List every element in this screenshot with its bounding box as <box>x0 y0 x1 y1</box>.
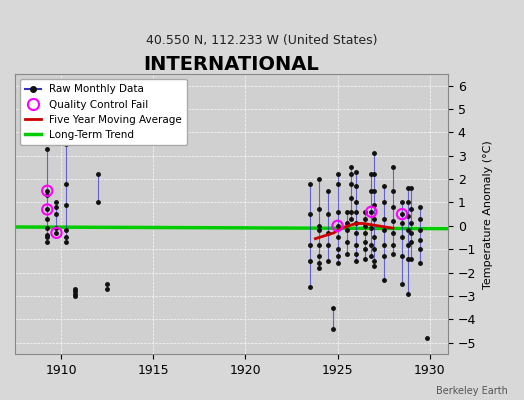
Five Year Moving Average <box>338 226 344 230</box>
Quality Control Fail <box>43 188 51 194</box>
Five Year Moving Average <box>390 226 396 230</box>
Y-axis label: Temperature Anomaly (°C): Temperature Anomaly (°C) <box>483 140 493 288</box>
Title: INTERNATIONAL: INTERNATIONAL <box>144 55 320 74</box>
Five Year Moving Average <box>345 224 352 228</box>
Quality Control Fail <box>52 230 61 236</box>
Text: 40.550 N, 112.233 W (United States): 40.550 N, 112.233 W (United States) <box>146 34 378 47</box>
Five Year Moving Average <box>320 234 326 239</box>
Quality Control Fail <box>333 223 342 229</box>
Quality Control Fail <box>367 209 376 215</box>
Text: Berkeley Earth: Berkeley Earth <box>436 386 508 396</box>
Legend: Raw Monthly Data, Quality Control Fail, Five Year Moving Average, Long-Term Tren: Raw Monthly Data, Quality Control Fail, … <box>20 79 188 145</box>
Five Year Moving Average <box>383 224 389 229</box>
Five Year Moving Average <box>353 221 359 226</box>
Five Year Moving Average <box>375 224 381 228</box>
Five Year Moving Average <box>312 236 319 241</box>
Quality Control Fail <box>398 211 406 217</box>
Five Year Moving Average <box>331 230 337 235</box>
Five Year Moving Average <box>367 222 374 227</box>
Five Year Moving Average <box>360 221 366 226</box>
Quality Control Fail <box>43 206 51 213</box>
Line: Five Year Moving Average: Five Year Moving Average <box>315 224 393 239</box>
